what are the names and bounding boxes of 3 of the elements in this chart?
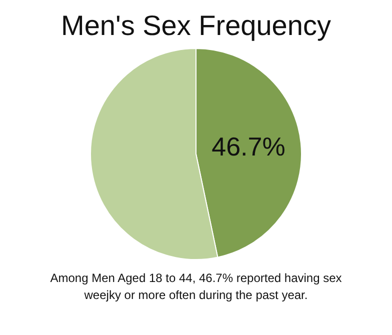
data-label: 46.7%	[212, 132, 286, 162]
chart-title: Men's Sex Frequency	[60, 9, 332, 43]
text: Among Men Aged 18 to 44, 46.7% reported having sex weejky or more often during the past year.	[49, 270, 343, 304]
